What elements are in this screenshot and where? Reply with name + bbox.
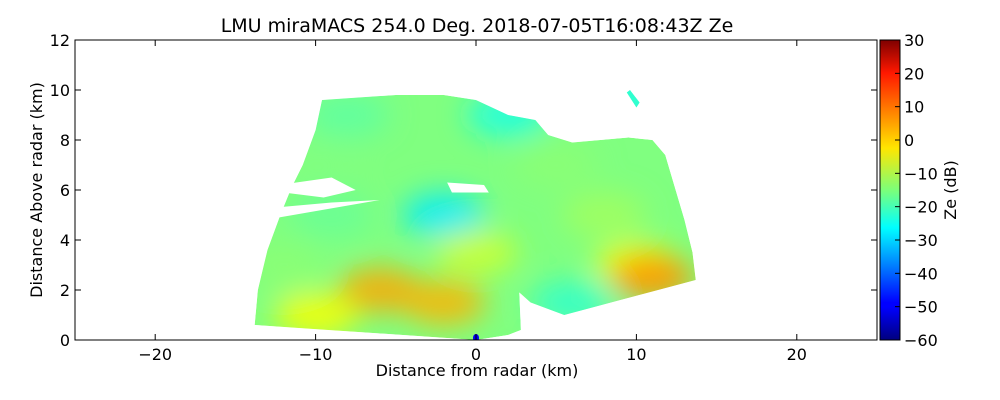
colorbar-tick-label: 30 [904, 31, 924, 50]
x-tick-label: 0 [471, 345, 481, 364]
colorbar-label: Ze (dB) [941, 160, 960, 220]
y-tick-label: 10 [50, 81, 70, 100]
ze-sample-8 [434, 230, 518, 275]
gap-left-6km [278, 177, 356, 198]
ze-sample-5 [402, 192, 486, 238]
isolated-echo [626, 90, 640, 108]
colorbar-tick-label: 0 [904, 131, 914, 150]
ze-sample-6 [562, 192, 647, 238]
colorbar-gradient [879, 39, 901, 341]
y-axis-label: Distance Above radar (km) [27, 82, 46, 298]
colorbar-tick-label: 10 [904, 98, 924, 117]
reflectivity-field [254, 95, 696, 340]
colorbar-tick-label: −10 [904, 164, 938, 183]
plot-area: −20 −10 0 10 20 0 2 4 6 8 10 12 [50, 31, 878, 364]
ze-sample-3 [514, 142, 598, 188]
colorbar-tick-label: −50 [904, 298, 938, 317]
colorbar-tick-label: −60 [904, 331, 938, 350]
colorbar-tick-label: −30 [904, 231, 938, 250]
colorbar: −60 −50 −40 −30 −20 −10 0 10 20 30 [879, 31, 938, 350]
colorbar-tick-label: 20 [904, 64, 924, 83]
x-tick-label: 10 [626, 345, 646, 364]
ze-sample-10 [338, 267, 422, 313]
x-tick-label: 20 [787, 345, 807, 364]
y-tick-label: 4 [60, 231, 70, 250]
x-tick-label: −10 [299, 345, 333, 364]
gap-left-5km [275, 200, 380, 218]
y-tick-label: 2 [60, 281, 70, 300]
scan-sector-group [254, 90, 696, 340]
y-tick-label: 6 [60, 181, 70, 200]
ze-sample-14 [273, 292, 358, 338]
y-tick-label: 0 [60, 331, 70, 350]
ze-sample-11 [402, 280, 486, 325]
y-tick-label: 12 [50, 31, 70, 50]
x-tick-label: −20 [138, 345, 172, 364]
chart-title: LMU miraMACS 254.0 Deg. 2018-07-05T16:08… [221, 15, 734, 37]
ze-sample-0 [305, 95, 390, 138]
gap-center-6km [447, 182, 489, 193]
colorbar-tick-label: −40 [904, 264, 938, 283]
speckle-overlay [255, 95, 696, 340]
colorbar-tick-label: −20 [904, 198, 938, 217]
y-tick-label: 8 [60, 131, 70, 150]
x-axis-label: Distance from radar (km) [376, 361, 579, 380]
